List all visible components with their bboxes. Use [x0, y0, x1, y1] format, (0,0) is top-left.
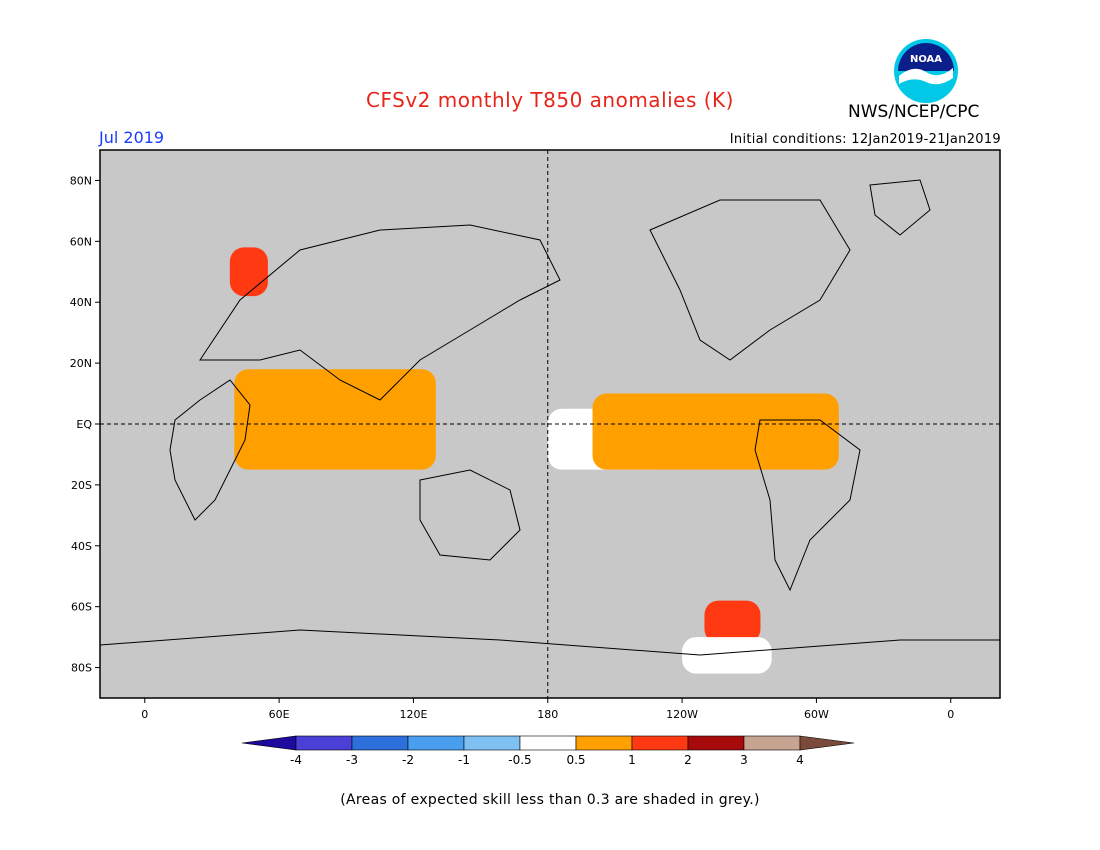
- lat-tick-label: 60S: [71, 601, 92, 614]
- skill-footnote: (Areas of expected skill less than 0.3 a…: [340, 792, 760, 808]
- color-bar-cell: [519, 735, 577, 751]
- coastline: [99, 629, 1000, 656]
- lon-tick-label: 120E: [399, 708, 427, 721]
- organization-label: NWS/NCEP/CPC: [848, 102, 980, 122]
- color-bar-label: -4: [290, 753, 302, 767]
- coastline: [419, 469, 521, 561]
- lat-tick-label: EQ: [76, 418, 92, 431]
- lat-tick-label: 40S: [71, 540, 92, 553]
- coastline: [169, 379, 251, 521]
- color-bar-left-arrow: [241, 735, 297, 751]
- color-bar-cell: [351, 735, 409, 751]
- coastline: [649, 199, 851, 361]
- initial-conditions: Initial conditions: 12Jan2019-21Jan2019: [729, 132, 1001, 147]
- color-bar-label: 2: [684, 753, 692, 767]
- logo-text: NOAA: [910, 54, 942, 65]
- map-title: CFSv2 monthly T850 anomalies (K): [366, 88, 734, 112]
- anomaly-region: [592, 393, 839, 470]
- longitude-labels: 0 60E 120E 180 120W 60W 0: [141, 698, 954, 721]
- color-bar-label: -3: [346, 753, 358, 767]
- color-bar-cells: [241, 735, 855, 751]
- color-bar-label: 0.5: [566, 753, 585, 767]
- coastline: [869, 179, 931, 236]
- color-bar-label: 4: [796, 753, 804, 767]
- noaa-logo: NOAA: [894, 39, 958, 103]
- color-bar-label: 3: [740, 753, 748, 767]
- lon-tick-label: 0: [947, 708, 954, 721]
- reference-lines: [100, 150, 1000, 698]
- color-bar-cell: [295, 735, 353, 751]
- lat-tick-label: 60N: [70, 235, 92, 248]
- color-bar-cell: [463, 735, 521, 751]
- color-bar-label: -0.5: [508, 753, 531, 767]
- coastline: [754, 419, 861, 592]
- coastline: [199, 224, 561, 401]
- color-bar-right-arrow: [799, 735, 855, 751]
- logo-bird-icon: [899, 68, 953, 85]
- lat-tick-label: 20N: [70, 357, 92, 370]
- logo-inner-top: [898, 43, 954, 71]
- lon-tick-label: 60E: [269, 708, 290, 721]
- color-bar-label: -1: [458, 753, 470, 767]
- lat-tick-label: 40N: [70, 296, 92, 309]
- color-bar-cell: [743, 735, 801, 751]
- lon-tick-label: 0: [141, 708, 148, 721]
- color-bar-cell: [575, 735, 633, 751]
- lon-tick-label: 60W: [804, 708, 829, 721]
- coastlines: [99, 179, 1000, 656]
- anomaly-region: [229, 247, 268, 297]
- lat-tick-label: 80S: [71, 662, 92, 675]
- lon-tick-label: 120W: [666, 708, 698, 721]
- lat-tick-label: 80N: [70, 174, 92, 187]
- color-bar-label: 1: [628, 753, 636, 767]
- latitude-labels: 80N 60N 40N 20N EQ 20S 40S 60S 80S: [70, 174, 100, 675]
- color-bar-cell: [631, 735, 689, 751]
- anomaly-region: [682, 637, 772, 674]
- color-bar-labels: -4 -3 -2 -1 -0.5 0.5 1 2 3 4: [290, 753, 804, 767]
- anomaly-region: [704, 600, 761, 644]
- lon-tick-label: 180: [537, 708, 558, 721]
- lat-tick-label: 20S: [71, 479, 92, 492]
- forecast-month: Jul 2019: [99, 128, 165, 147]
- color-bar-cell: [687, 735, 745, 751]
- color-bar-label: -2: [402, 753, 414, 767]
- color-bar-cell: [407, 735, 465, 751]
